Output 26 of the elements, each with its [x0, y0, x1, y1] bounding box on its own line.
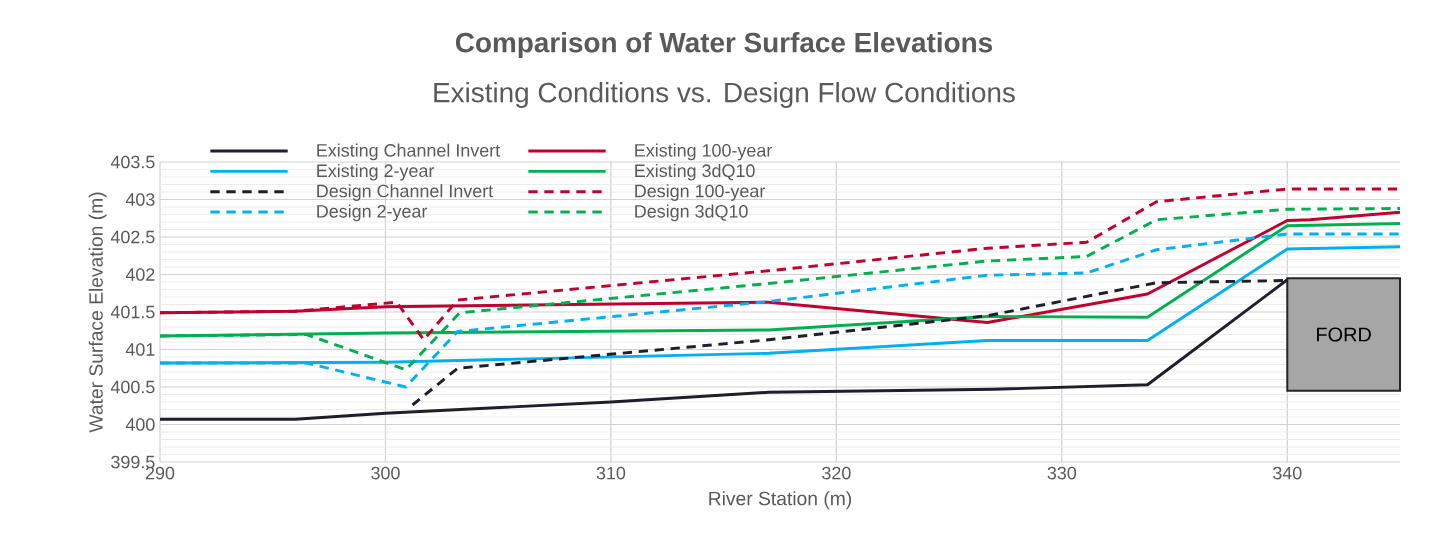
- chart-title: Comparison of Water Surface Elevations: [455, 32, 993, 58]
- y-tick-label: 400.5: [110, 380, 155, 394]
- legend-label: Design 100-year: [635, 184, 766, 201]
- x-tick-label: 340: [1273, 466, 1302, 480]
- y-tick-label: 402: [125, 268, 155, 281]
- y-tick-label: 400: [125, 418, 155, 431]
- band-label: FORD: [1317, 327, 1371, 342]
- chart-subtitle: Existing Conditions vs. Design Flow Conditions: [434, 82, 1015, 108]
- x-axis-title: River Station (m): [709, 491, 852, 510]
- y-tick-label: 401.5: [110, 305, 155, 319]
- legend-label: Existing Channel Invert: [317, 143, 501, 161]
- x-tick-label: 300: [371, 466, 400, 480]
- y-tick-label: 403: [125, 193, 155, 206]
- x-tick-label: 330: [1047, 466, 1077, 480]
- x-tick-label: 320: [822, 466, 851, 480]
- x-tick-label: 310: [596, 466, 626, 480]
- y-tick-label: 401: [125, 343, 155, 356]
- legend-label: Existing 3dQ10: [635, 163, 755, 181]
- legend-label: Design 3dQ10: [635, 204, 748, 222]
- y-tick-label: 402.5: [110, 230, 155, 244]
- legend-label: Design 2-year: [317, 204, 428, 222]
- y-tick-label: 403.5: [110, 155, 155, 169]
- legend-label: Design Channel Invert: [317, 184, 494, 201]
- legend-label: Existing 100-year: [635, 143, 772, 161]
- y-axis-title: Water Surface Elevation (m): [88, 192, 107, 433]
- legend-label: Existing 2-year: [317, 163, 435, 181]
